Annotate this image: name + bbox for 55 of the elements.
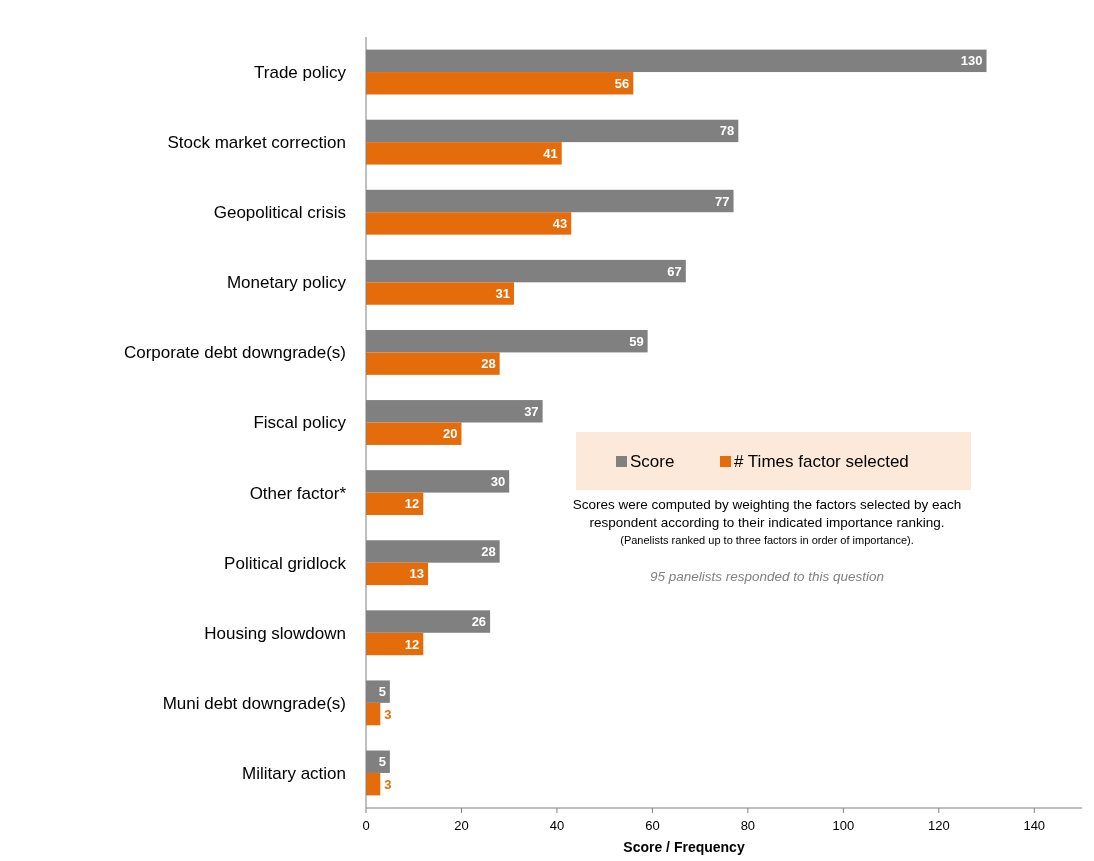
y-tick-label: Military action [242,763,346,783]
bar [366,282,514,305]
data-label: 28 [481,544,496,560]
data-label: 20 [443,426,458,442]
x-tick-label: 100 [832,818,855,833]
data-label: 30 [490,473,506,489]
x-axis-title: Score / Frequency [623,839,745,855]
data-label: 13 [409,566,425,582]
y-tick-label: Fiscal policy [253,413,347,433]
y-tick-label: Corporate debt downgrade(s) [123,343,346,363]
y-tick-label: Political gridlock [224,553,347,573]
data-label: 3 [384,706,392,722]
annotation: Scores were computed by weighting the factors selected by each [572,497,962,512]
x-tick-label: 40 [549,818,565,833]
annotation: (Panelists ranked up to three factors in order of importance). [620,534,914,546]
y-tick-label: Stock market correction [167,133,346,153]
data-label: 37 [524,403,539,419]
bar [366,422,462,445]
bar [366,212,572,235]
data-label: 12 [404,636,420,652]
y-tick-label: Housing slowdown [204,623,346,643]
data-label: 26 [471,614,487,630]
annotation: 95 panelists responded to this question [649,569,885,584]
x-tick-label: 80 [740,818,756,833]
data-label: 59 [629,333,644,349]
y-tick-label: Muni debt downgrade(s) [162,693,346,713]
data-label: 67 [667,263,682,279]
data-label: 5 [378,684,386,700]
y-tick-label: Monetary policy [226,273,347,293]
bar [366,562,429,586]
x-tick-label: 0 [362,818,370,833]
data-label: 43 [552,215,568,231]
data-label: 41 [543,145,558,161]
bar [366,142,562,165]
x-tick-label: 60 [645,818,660,833]
y-tick-label: Geopolitical crisis [213,203,346,223]
bar [366,72,634,95]
data-label: 77 [715,193,730,209]
data-label: 31 [495,286,510,302]
data-label: 12 [404,496,420,512]
legend-label: # Times factor selected [734,451,909,471]
y-tick-label: Other factor* [249,483,347,503]
bar [366,352,500,375]
data-label: 3 [384,776,392,792]
y-tick-label: Trade policy [254,63,347,82]
data-label: 78 [719,123,735,139]
annotation: respondent according to their indicated importance ranking. [589,515,945,530]
legend-label: Score [630,451,675,471]
x-tick-label: 140 [1023,818,1046,833]
data-label: 56 [614,75,630,91]
x-tick-label: 120 [927,818,950,833]
data-label: 5 [378,754,386,770]
x-tick-label: 20 [454,818,469,833]
data-label: 28 [481,356,496,372]
data-label: 130 [960,53,983,69]
